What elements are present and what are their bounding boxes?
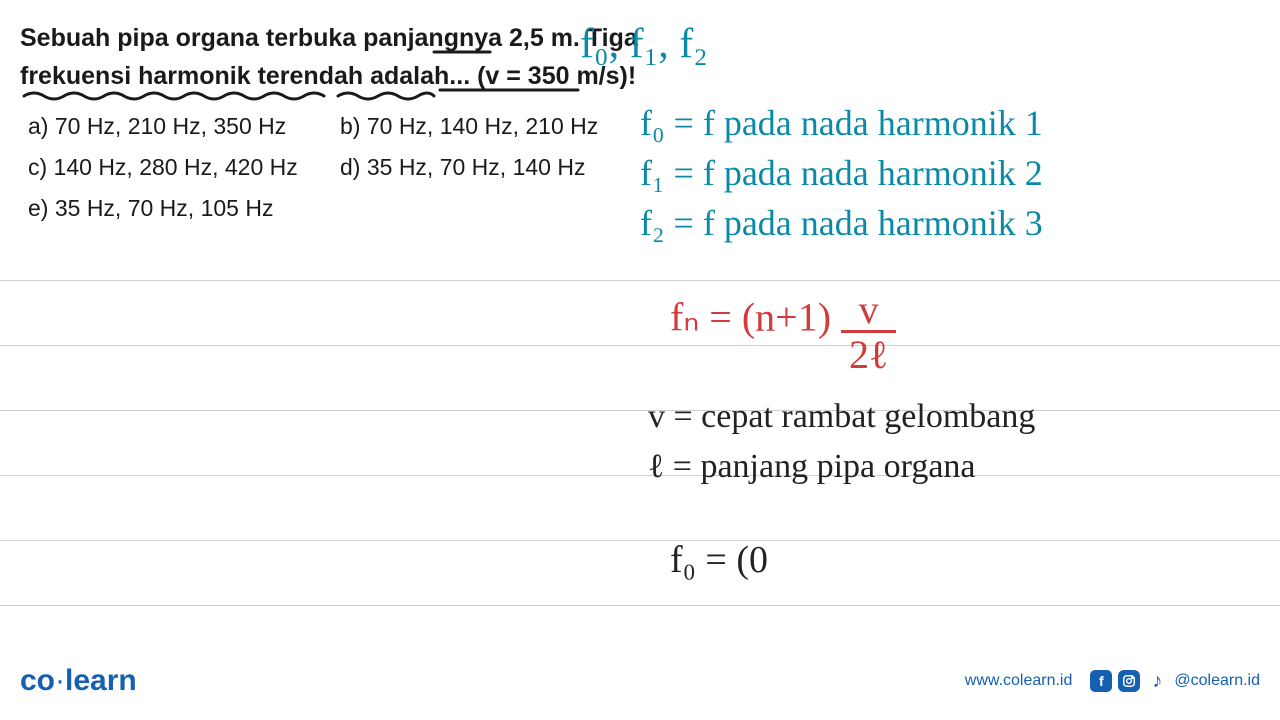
social-block: f ♪ @colearn.id	[1090, 670, 1260, 692]
social-handle: @colearn.id	[1174, 672, 1260, 690]
formula-lhs: fₙ = (n+1)	[670, 295, 841, 340]
formula-denominator: 2ℓ	[841, 333, 896, 377]
formula-numerator: v	[841, 290, 896, 333]
ruled-line	[0, 475, 1280, 476]
question-line2: frekuensi harmonik terendah adalah... (v…	[20, 58, 640, 96]
facebook-icon[interactable]: f	[1090, 670, 1112, 692]
handwriting-blue-f1: f₁ = f pada nada harmonik 2	[640, 152, 1043, 194]
option-row: a) 70 Hz, 210 Hz, 350 Hz b) 70 Hz, 140 H…	[20, 113, 640, 140]
option-e: e) 35 Hz, 70 Hz, 105 Hz	[20, 195, 340, 222]
options-container: a) 70 Hz, 210 Hz, 350 Hz b) 70 Hz, 140 H…	[20, 113, 640, 222]
question-line1: Sebuah pipa organa terbuka panjangnya 2,…	[20, 20, 640, 58]
instagram-icon[interactable]	[1118, 670, 1140, 692]
handwriting-black-f0: f₀ = (0	[670, 538, 768, 582]
handwriting-blue-f0: f₀ = f pada nada harmonik 1	[640, 102, 1043, 144]
ruled-line	[0, 540, 1280, 541]
footer: co·learn www.colearn.id f ♪ @colearn.id	[20, 664, 1260, 698]
option-row: c) 140 Hz, 280 Hz, 420 Hz d) 35 Hz, 70 H…	[20, 154, 640, 181]
logo-co: co	[20, 664, 55, 697]
option-d: d) 35 Hz, 70 Hz, 140 Hz	[340, 154, 585, 181]
question-block: Sebuah pipa organa terbuka panjangnya 2,…	[20, 20, 640, 236]
footer-right: www.colearn.id f ♪ @colearn.id	[965, 670, 1260, 692]
logo-learn: learn	[65, 664, 137, 697]
handwriting-red-formula: fₙ = (n+1) v 2ℓ	[670, 278, 896, 365]
ruled-line	[0, 410, 1280, 411]
ruled-line	[0, 280, 1280, 281]
logo: co·learn	[20, 664, 137, 698]
handwriting-blue-header: f₀, f₁, f₂	[580, 20, 708, 68]
option-row: e) 35 Hz, 70 Hz, 105 Hz	[20, 195, 640, 222]
tiktok-icon[interactable]: ♪	[1146, 670, 1168, 692]
handwriting-blue-f2: f₂ = f pada nada harmonik 3	[640, 202, 1043, 244]
ruled-line	[0, 345, 1280, 346]
ruled-line	[0, 605, 1280, 606]
logo-dot: ·	[55, 664, 65, 697]
option-a: a) 70 Hz, 210 Hz, 350 Hz	[20, 113, 340, 140]
handwriting-black-v: v = cepat rambat gelombang	[648, 398, 1035, 436]
option-b: b) 70 Hz, 140 Hz, 210 Hz	[340, 113, 598, 140]
handwriting-black-l: ℓ = panjang pipa organa	[648, 448, 976, 486]
option-c: c) 140 Hz, 280 Hz, 420 Hz	[20, 154, 340, 181]
website-link[interactable]: www.colearn.id	[965, 672, 1073, 690]
